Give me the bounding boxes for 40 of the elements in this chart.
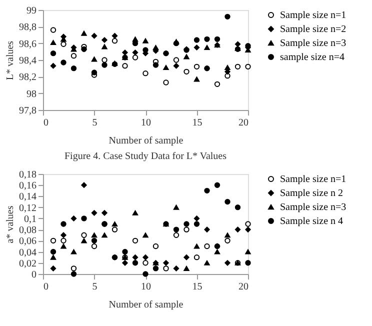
y-tick-label: 98 [26, 88, 36, 100]
y-tick-label: 0,04 [19, 247, 36, 258]
y-tick-label: 0,12 [19, 202, 36, 214]
y-tick-label: 0,14 [19, 192, 36, 203]
y-tick-label: 0,08 [19, 225, 36, 236]
x-tick-label: 5 [92, 282, 98, 292]
caption: Figure 4. Case Study Data for L* Values [64, 151, 227, 162]
x-axis-title: Number of sample [108, 300, 184, 310]
y-tick-label: 0,06 [19, 236, 36, 248]
legend-label: sample size n=4 [280, 52, 345, 63]
y-axis-title: L* values [5, 40, 16, 80]
x-tick-label: 15 [192, 282, 202, 292]
legend-label: Sample size n=3 [280, 202, 346, 213]
y-tick-label: 98,4 [19, 56, 36, 66]
x-tick-label: 10 [141, 118, 151, 128]
y-tick-label: 0,1 [24, 214, 36, 225]
legend-label: Sample size n=3 [280, 38, 346, 49]
x-tick-label: 20 [238, 282, 248, 292]
y-tick-label: 99 [26, 6, 36, 16]
x-tick-label: 0 [44, 282, 48, 292]
y-axis-title: a* values [5, 206, 16, 244]
y-tick-label: 0 [32, 270, 36, 280]
x-tick-label: 20 [238, 118, 248, 128]
y-tick-label: 98,2 [19, 72, 36, 84]
legend-label: Sample size n=1 [280, 174, 346, 185]
x-tick-label: 15 [192, 118, 202, 128]
x-tick-label: 0 [44, 118, 48, 128]
x-tick-label: 5 [92, 118, 98, 128]
x-axis-title: Number of sample [108, 136, 184, 146]
y-tick-label: 97,8 [19, 106, 36, 116]
legend-label: Sample size n=1 [280, 10, 346, 21]
y-tick-label: 0,16 [19, 180, 36, 192]
y-tick-label: 0,18 [19, 170, 36, 180]
legend-label: Sample size n 2 [280, 188, 344, 199]
y-tick-label: 0,02 [19, 258, 36, 270]
y-tick-label: 98,6 [19, 38, 36, 50]
legend-label: Sample size n=2 [280, 24, 346, 35]
y-tick-label: 98,8 [19, 22, 36, 34]
x-tick-label: 10 [141, 282, 151, 292]
legend-label: Sample size n 4 [280, 216, 344, 227]
